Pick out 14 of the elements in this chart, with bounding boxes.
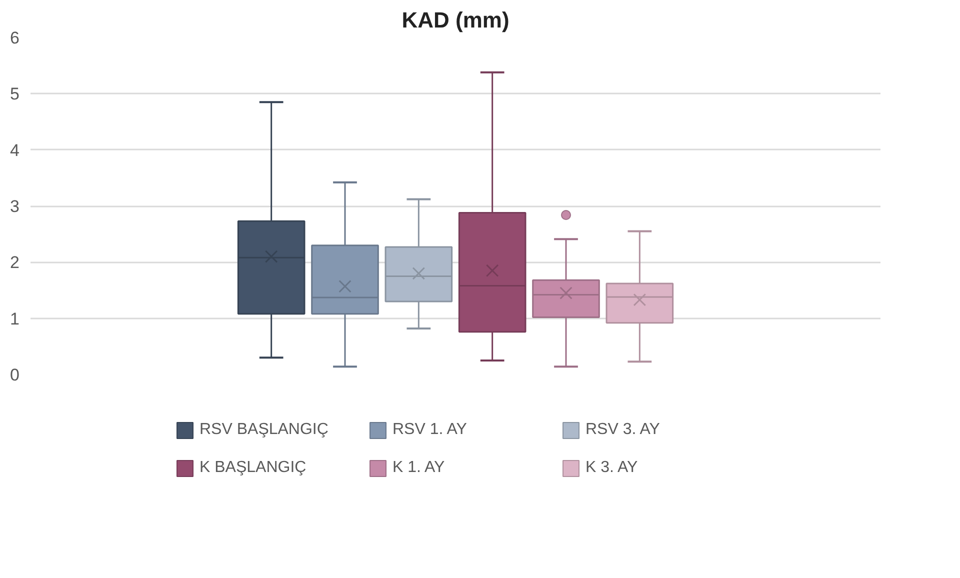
- legend-label: K 1. AY: [392, 459, 446, 477]
- chart-title: KAD (mm): [402, 8, 510, 32]
- legend-label: K 3. AY: [586, 459, 639, 477]
- y-tick-label: 0: [10, 366, 20, 384]
- y-tick-label: 4: [10, 140, 20, 160]
- legend-label: RSV BAŞLANGIÇ: [200, 421, 330, 439]
- legend-label: K BAŞLANGIÇ: [200, 459, 308, 477]
- y-tick-label: 2: [10, 253, 20, 272]
- y-tick-label: 6: [10, 28, 20, 48]
- y-tick-label: 3: [10, 197, 20, 216]
- y-tick-label: 1: [10, 309, 20, 328]
- y-tick-label: 5: [10, 84, 20, 104]
- legend-label: RSV 1. AY: [392, 421, 468, 439]
- legend-label: RSV 3. AY: [586, 421, 661, 439]
